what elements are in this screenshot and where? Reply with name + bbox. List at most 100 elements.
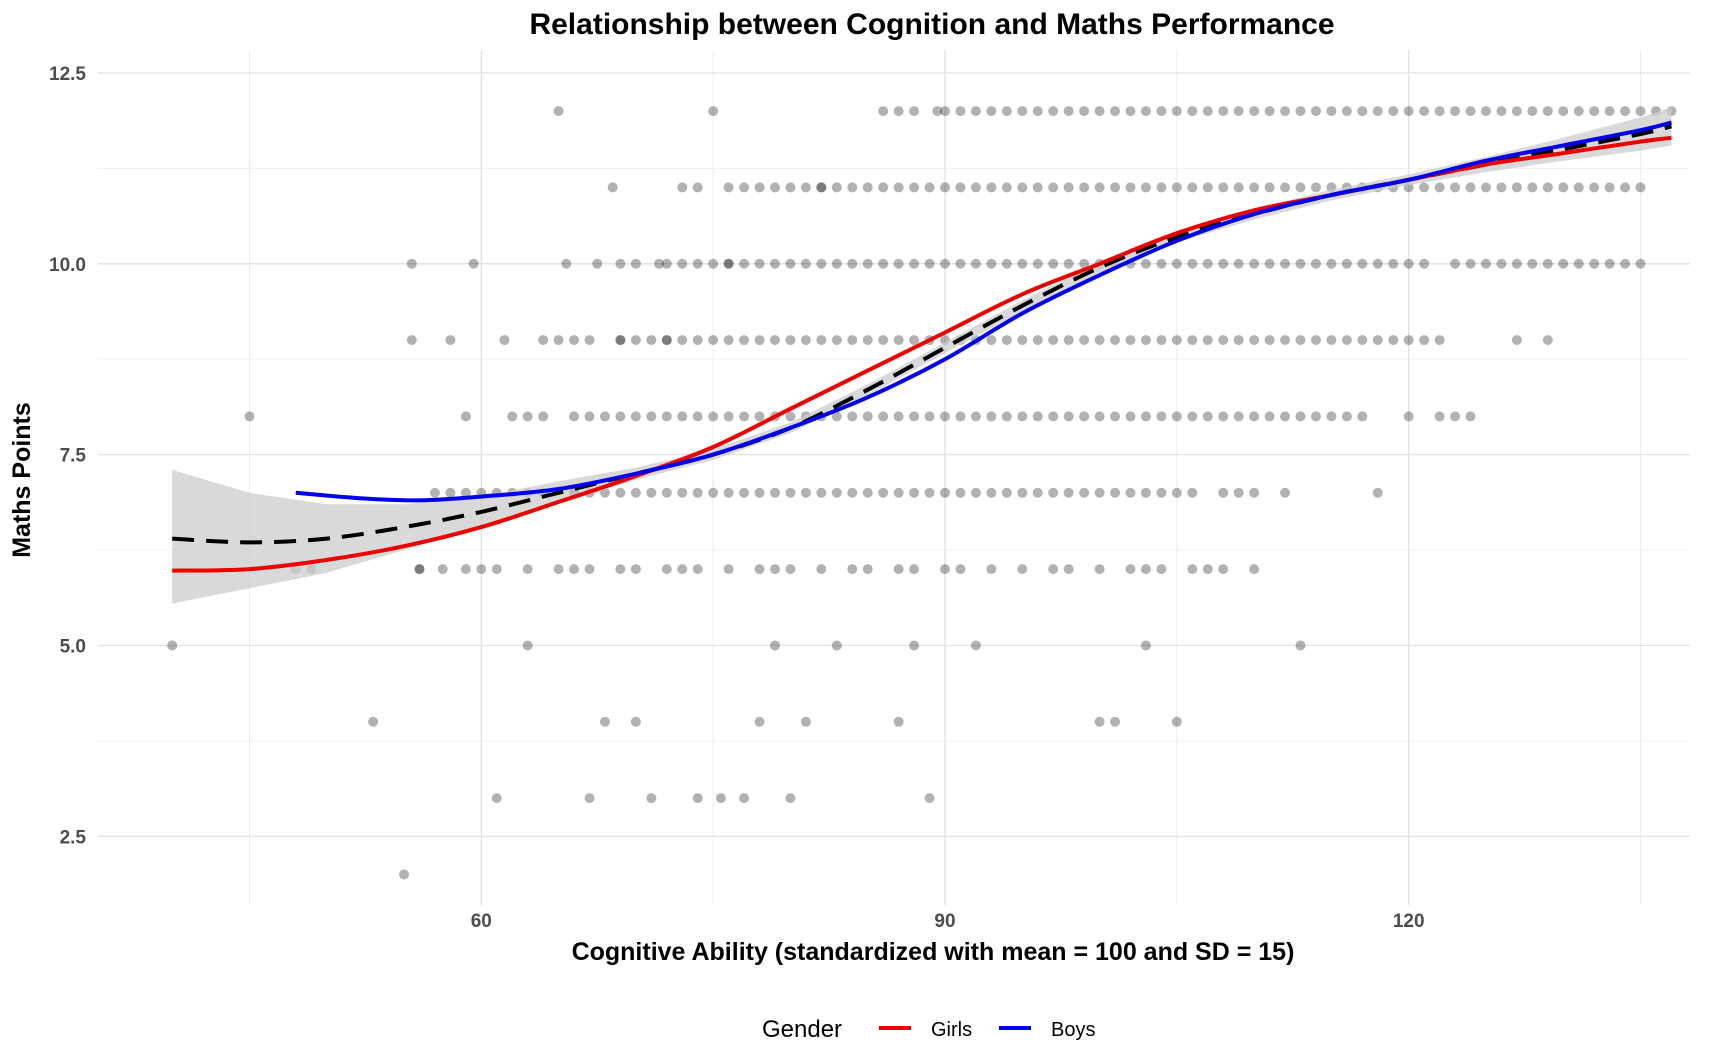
data-point bbox=[831, 335, 842, 346]
data-point bbox=[878, 411, 889, 422]
data-point bbox=[893, 182, 904, 193]
data-point bbox=[561, 258, 572, 269]
data-point bbox=[1218, 182, 1229, 193]
data-point bbox=[739, 258, 750, 269]
data-point bbox=[599, 716, 610, 727]
legend: Gender Girls Boys bbox=[762, 1016, 1095, 1043]
data-point bbox=[940, 411, 951, 422]
data-point bbox=[1589, 258, 1600, 269]
data-point bbox=[1527, 182, 1538, 193]
data-point bbox=[692, 182, 703, 193]
data-point bbox=[1295, 411, 1306, 422]
data-point bbox=[893, 716, 904, 727]
data-point bbox=[1032, 335, 1043, 346]
data-point bbox=[754, 335, 765, 346]
data-point bbox=[1140, 106, 1151, 117]
data-point bbox=[615, 487, 626, 498]
data-point bbox=[584, 564, 595, 575]
data-point bbox=[1341, 335, 1352, 346]
data-point bbox=[785, 487, 796, 498]
data-point bbox=[955, 258, 966, 269]
data-point bbox=[986, 487, 997, 498]
data-point bbox=[862, 335, 873, 346]
data-point bbox=[460, 564, 471, 575]
data-point bbox=[1187, 258, 1198, 269]
data-point bbox=[1094, 564, 1105, 575]
data-point bbox=[940, 182, 951, 193]
data-point bbox=[1001, 258, 1012, 269]
data-point bbox=[1187, 487, 1198, 498]
data-point bbox=[723, 564, 734, 575]
data-point bbox=[754, 716, 765, 727]
data-point bbox=[1295, 258, 1306, 269]
data-point bbox=[429, 487, 440, 498]
data-point bbox=[522, 640, 533, 651]
data-point bbox=[924, 258, 935, 269]
data-point bbox=[1326, 335, 1337, 346]
data-point bbox=[1388, 106, 1399, 117]
data-point bbox=[1079, 411, 1090, 422]
data-point bbox=[507, 411, 518, 422]
data-point bbox=[1140, 182, 1151, 193]
data-point bbox=[800, 335, 811, 346]
data-point bbox=[522, 564, 533, 575]
data-point bbox=[1156, 106, 1167, 117]
data-point bbox=[1218, 106, 1229, 117]
data-point bbox=[615, 335, 626, 346]
data-point bbox=[1542, 182, 1553, 193]
data-point bbox=[800, 258, 811, 269]
data-point bbox=[1140, 335, 1151, 346]
data-point bbox=[769, 487, 780, 498]
data-point bbox=[1295, 106, 1306, 117]
data-point bbox=[1280, 487, 1291, 498]
data-point bbox=[1604, 106, 1615, 117]
data-point bbox=[878, 106, 889, 117]
data-point bbox=[723, 182, 734, 193]
data-point bbox=[1573, 106, 1584, 117]
data-point bbox=[1558, 182, 1569, 193]
data-point bbox=[708, 106, 719, 117]
data-point bbox=[1434, 182, 1445, 193]
data-point bbox=[1511, 106, 1522, 117]
data-point bbox=[1264, 106, 1275, 117]
data-point bbox=[1573, 258, 1584, 269]
data-point bbox=[1280, 258, 1291, 269]
data-point bbox=[940, 564, 951, 575]
grid-lines bbox=[98, 50, 1690, 905]
data-point bbox=[1187, 411, 1198, 422]
data-point bbox=[847, 335, 858, 346]
data-point bbox=[878, 258, 889, 269]
data-point bbox=[754, 564, 765, 575]
data-point bbox=[1110, 182, 1121, 193]
data-point bbox=[831, 411, 842, 422]
data-point bbox=[1187, 106, 1198, 117]
data-point bbox=[754, 258, 765, 269]
data-point bbox=[986, 258, 997, 269]
data-point bbox=[1249, 182, 1260, 193]
data-point bbox=[630, 716, 641, 727]
data-point bbox=[677, 564, 688, 575]
data-point bbox=[599, 411, 610, 422]
data-point bbox=[1372, 258, 1383, 269]
data-point bbox=[1048, 564, 1059, 575]
data-point bbox=[1063, 182, 1074, 193]
data-point bbox=[538, 335, 549, 346]
data-point bbox=[754, 182, 765, 193]
data-point bbox=[1140, 258, 1151, 269]
data-point bbox=[646, 793, 657, 804]
data-point bbox=[1063, 564, 1074, 575]
data-point bbox=[1326, 106, 1337, 117]
data-point bbox=[1017, 258, 1028, 269]
x-tick-label: 60 bbox=[471, 911, 492, 932]
data-point bbox=[986, 411, 997, 422]
data-point bbox=[932, 106, 943, 117]
data-point bbox=[1156, 182, 1167, 193]
data-point bbox=[862, 411, 873, 422]
data-point bbox=[1573, 182, 1584, 193]
axis-ticks: 60 90 120 2.5 5.0 7.5 10.0 12.5 bbox=[49, 64, 1425, 932]
data-point bbox=[723, 411, 734, 422]
data-point bbox=[1419, 258, 1430, 269]
data-point bbox=[661, 411, 672, 422]
data-point bbox=[661, 335, 672, 346]
y-axis-title: Maths Points bbox=[8, 402, 36, 558]
